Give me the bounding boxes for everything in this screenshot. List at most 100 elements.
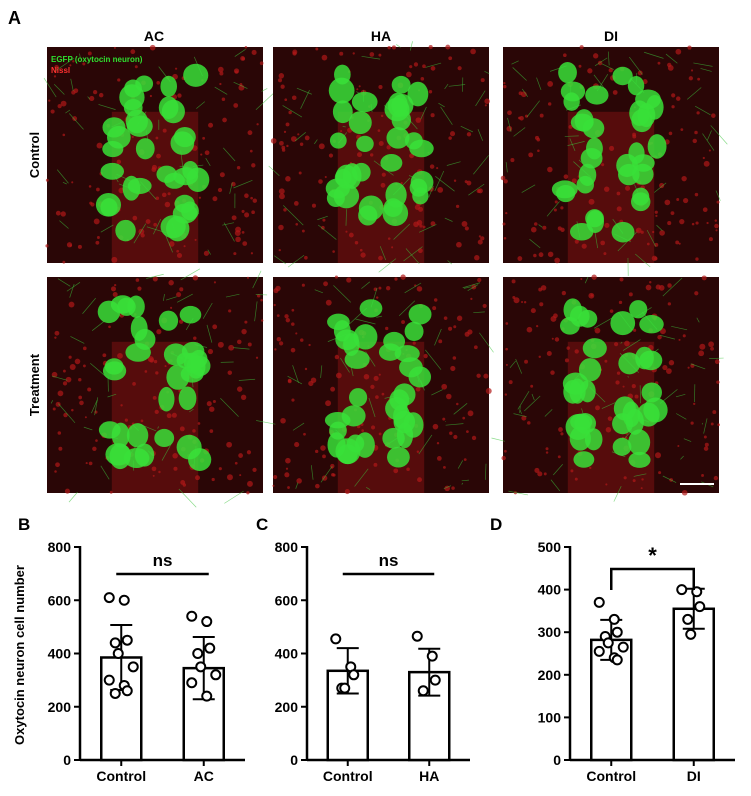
nissl: [591, 274, 597, 280]
nissl: [455, 204, 460, 209]
nissl: [652, 230, 655, 234]
nissl: [173, 466, 178, 471]
fiber: [320, 365, 323, 378]
neuron: [327, 432, 346, 458]
fiber: [440, 106, 453, 125]
fiber: [512, 67, 527, 81]
fiber: [515, 358, 523, 374]
nissl: [534, 467, 540, 473]
nissl: [589, 466, 592, 470]
fiber: [646, 229, 657, 247]
nissl: [375, 296, 379, 299]
fiber: [709, 357, 724, 359]
neuron: [391, 109, 412, 131]
nissl: [182, 483, 187, 487]
nissl: [88, 461, 93, 466]
nissl: [646, 242, 650, 246]
nissl: [463, 458, 467, 462]
fiber: [690, 363, 706, 370]
nissl: [679, 218, 685, 225]
nissl: [640, 230, 644, 234]
nissl: [209, 406, 215, 412]
nissl: [63, 369, 66, 373]
fiber: [629, 56, 643, 75]
nissl: [380, 114, 384, 118]
nissl: [503, 179, 508, 184]
nissl: [436, 456, 442, 461]
neuron: [639, 350, 663, 371]
nissl: [637, 70, 643, 76]
fiber: [521, 184, 536, 193]
fiber: [94, 397, 99, 416]
nissl: [357, 152, 363, 158]
nissl: [194, 238, 197, 241]
data-point: [694, 601, 706, 613]
fiber: [404, 282, 422, 294]
nissl: [420, 77, 425, 81]
neuron: [618, 163, 640, 186]
nissl: [304, 255, 308, 260]
neuron: [639, 315, 664, 334]
nissl: [240, 394, 247, 400]
nissl: [413, 221, 419, 228]
nissl: [530, 226, 537, 233]
nissl: [603, 186, 610, 192]
nissl: [456, 402, 459, 406]
fiber: [57, 278, 71, 287]
data-point: [127, 661, 139, 673]
neuron: [102, 361, 127, 381]
neuron: [358, 195, 384, 221]
nissl: [235, 236, 241, 243]
data-point: [195, 661, 207, 673]
nissl: [156, 329, 162, 335]
nissl: [217, 66, 224, 73]
nissl: [717, 423, 720, 427]
nissl: [156, 153, 161, 159]
neuron: [382, 200, 409, 226]
nissl: [152, 474, 155, 477]
nissl: [461, 221, 468, 227]
y-tick-label: 400: [48, 646, 72, 662]
nissl: [280, 84, 285, 89]
nissl: [217, 187, 223, 193]
nissl: [120, 404, 123, 407]
neuron: [102, 117, 126, 138]
fiber: [233, 81, 248, 89]
neuron: [585, 209, 604, 228]
nissl: [249, 149, 253, 153]
nissl: [247, 342, 252, 347]
fiber: [56, 169, 69, 184]
nissl: [321, 54, 328, 61]
nissl: [252, 198, 258, 203]
nissl: [687, 45, 692, 50]
neuron: [628, 451, 651, 468]
data-point: [192, 648, 204, 659]
nissl: [168, 280, 174, 286]
nissl: [474, 255, 480, 261]
nissl: [422, 64, 426, 69]
fiber: [205, 157, 211, 167]
fiber: [473, 311, 485, 314]
fiber: [82, 297, 96, 314]
nissl: [311, 203, 317, 208]
fiber: [620, 341, 623, 344]
nissl: [561, 290, 567, 296]
fiber: [220, 397, 239, 417]
nissl: [616, 206, 622, 212]
fiber: [189, 408, 194, 413]
nissl: [694, 130, 698, 135]
nissl: [675, 96, 681, 101]
neuron: [585, 85, 609, 105]
nissl: [62, 133, 66, 137]
x-tick-label: DI: [687, 768, 701, 784]
fiber: [345, 209, 347, 226]
nissl: [152, 395, 157, 400]
neuron: [637, 402, 660, 427]
fiber: [53, 57, 75, 72]
nissl: [560, 432, 564, 436]
nissl: [443, 465, 446, 469]
fiber: [52, 375, 68, 381]
nissl: [588, 198, 595, 205]
nissl: [482, 303, 487, 309]
nissl: [60, 211, 66, 217]
